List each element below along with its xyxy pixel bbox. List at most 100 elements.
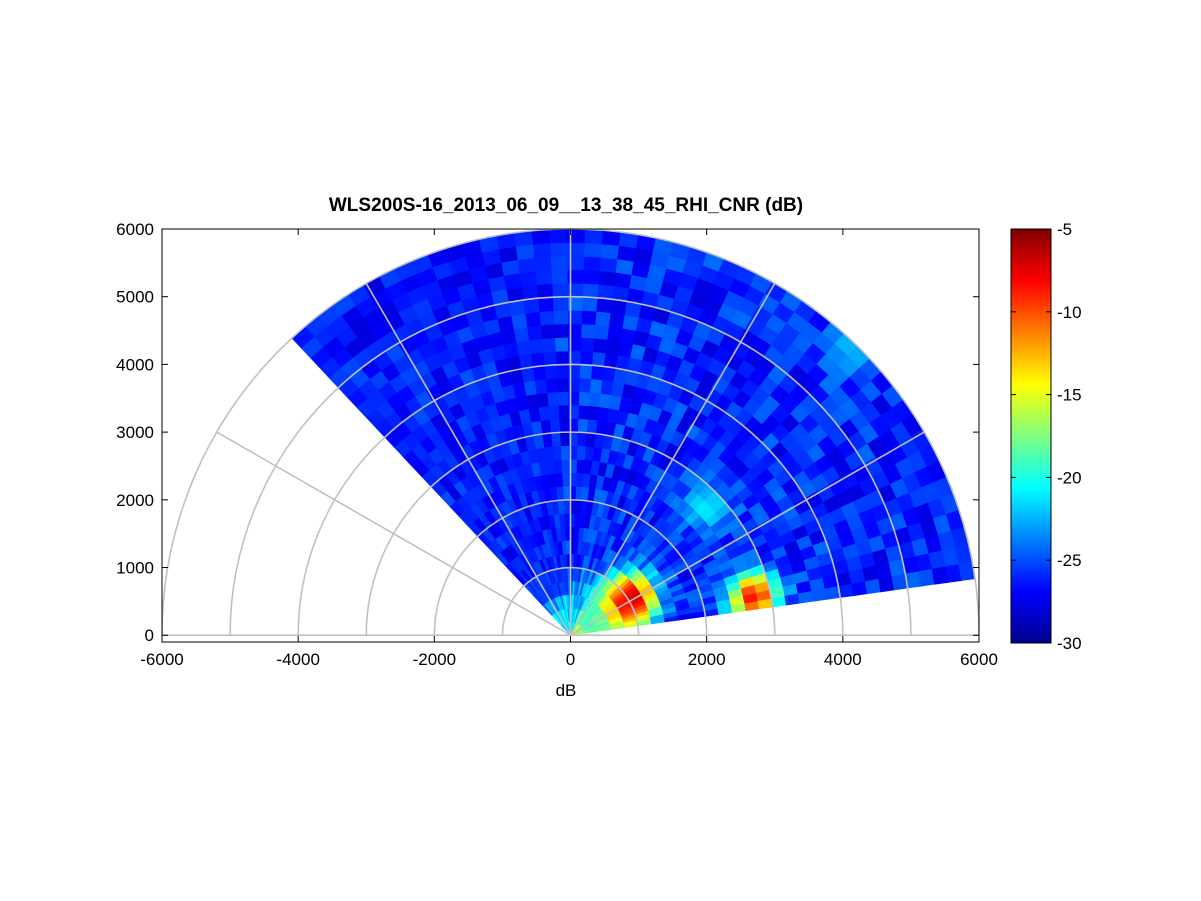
scan-cell [576, 445, 586, 461]
scan-cell [590, 364, 605, 381]
angle-spoke [570, 431, 925, 636]
scan-cell [581, 296, 598, 312]
scan-cell [587, 405, 600, 421]
scan-cell [566, 242, 585, 257]
scan-cell [550, 255, 568, 271]
scan-cell [546, 391, 559, 407]
scan-cell [558, 404, 569, 420]
scan-cell [566, 255, 585, 271]
scan-cell [533, 256, 552, 272]
scan-cell [582, 283, 599, 299]
scan-cell [559, 431, 570, 447]
scan-cell [601, 366, 616, 382]
scan-cell [614, 258, 634, 275]
scan-cell [593, 324, 610, 340]
scan-cell [616, 245, 637, 262]
scan-cell [534, 269, 553, 286]
scan-cell [582, 459, 593, 475]
scan-cell [550, 269, 568, 284]
scan-cell [542, 350, 557, 367]
colorbar-tick-label: -25 [1057, 551, 1082, 570]
scan-cell [532, 365, 547, 381]
scan-cell [545, 377, 559, 393]
scan-cell [579, 364, 593, 380]
scan-cell [518, 270, 537, 287]
scan-cell [580, 323, 596, 339]
scan-cell [591, 351, 606, 367]
x-tick-label: 2000 [688, 650, 726, 669]
scan-cell [530, 351, 545, 368]
scan-cell [578, 377, 592, 393]
x-tick-label: 4000 [824, 650, 862, 669]
scan-cell [522, 297, 540, 314]
scan-cell [532, 242, 551, 259]
x-tick-label: 0 [566, 650, 575, 669]
scan-cell [562, 485, 570, 501]
scan-cell [603, 352, 619, 369]
x-tick-label: -6000 [140, 650, 183, 669]
scan-cell [573, 513, 581, 528]
colorbar-tick-label: -15 [1057, 386, 1082, 405]
scan-cell [577, 418, 588, 434]
scan-cell [878, 575, 895, 593]
scan-cell [548, 229, 568, 244]
scan-cell [549, 242, 568, 257]
scan-cell [503, 272, 522, 290]
scan-cell [617, 341, 634, 358]
scan-cell [528, 338, 544, 354]
scan-cell [594, 310, 611, 327]
scan-cell [585, 432, 596, 448]
scan-cell [581, 472, 591, 488]
scan-cell [563, 499, 570, 514]
scan-cell [573, 526, 580, 542]
colorbar-tick-label: -20 [1057, 468, 1082, 487]
chart-title: WLS200S-16_2013_06_09__13_38_45_RHI_CNR … [329, 195, 803, 216]
scan-cell [586, 418, 598, 434]
colorbar [1010, 228, 1052, 644]
scan-cell [596, 406, 610, 422]
scan-cell [553, 309, 569, 325]
scan-cell [541, 337, 556, 353]
scan-cell [537, 296, 554, 313]
colorbar-ticks: -5 -10 -15 -20 -25 -30 [1011, 220, 1082, 653]
scan-cell [540, 323, 556, 340]
y-tick-label: 2000 [116, 491, 154, 510]
y-axis: 0 1000 2000 3000 4000 5000 6000 [116, 220, 979, 645]
scan-cell [600, 379, 614, 396]
y-tick-label: 5000 [116, 288, 154, 307]
scan-cell [598, 256, 618, 273]
scan-cell [864, 578, 881, 595]
scan-cell [554, 336, 569, 352]
scan-cell [510, 313, 528, 330]
scan-cell [608, 312, 625, 329]
colorbar-tick-label: -5 [1057, 220, 1072, 239]
scan-cell [578, 391, 591, 407]
scan-cell [538, 310, 555, 326]
scan-cell [601, 229, 621, 246]
scan-cell [580, 337, 595, 353]
y-tick-label: 1000 [116, 559, 154, 578]
scan-cell [549, 418, 561, 434]
scan-cell [595, 297, 613, 314]
scan-cell [574, 486, 583, 501]
scan-cell [576, 431, 587, 447]
scan-cell [604, 339, 621, 356]
colorbar-tick-label: -30 [1057, 634, 1082, 653]
x-tick-label: 6000 [960, 650, 998, 669]
scan-cell [600, 243, 619, 260]
x-axis-label: dB [556, 681, 577, 700]
x-tick-label: -2000 [413, 650, 456, 669]
scan-cell [551, 282, 568, 298]
scan-cell [555, 364, 569, 379]
scan-sector [291, 229, 976, 636]
scan-cell [560, 445, 570, 460]
scan-cell [550, 432, 561, 447]
angle-spoke [365, 283, 572, 636]
scan-cell [596, 283, 614, 300]
x-tick-label: -4000 [276, 650, 319, 669]
scan-cell [558, 418, 570, 433]
scan-cell [517, 257, 536, 274]
x-axis: -6000 -4000 -2000 0 2000 4000 6000 [140, 229, 998, 669]
scan-cell [560, 458, 570, 474]
scan-cell [606, 325, 623, 342]
